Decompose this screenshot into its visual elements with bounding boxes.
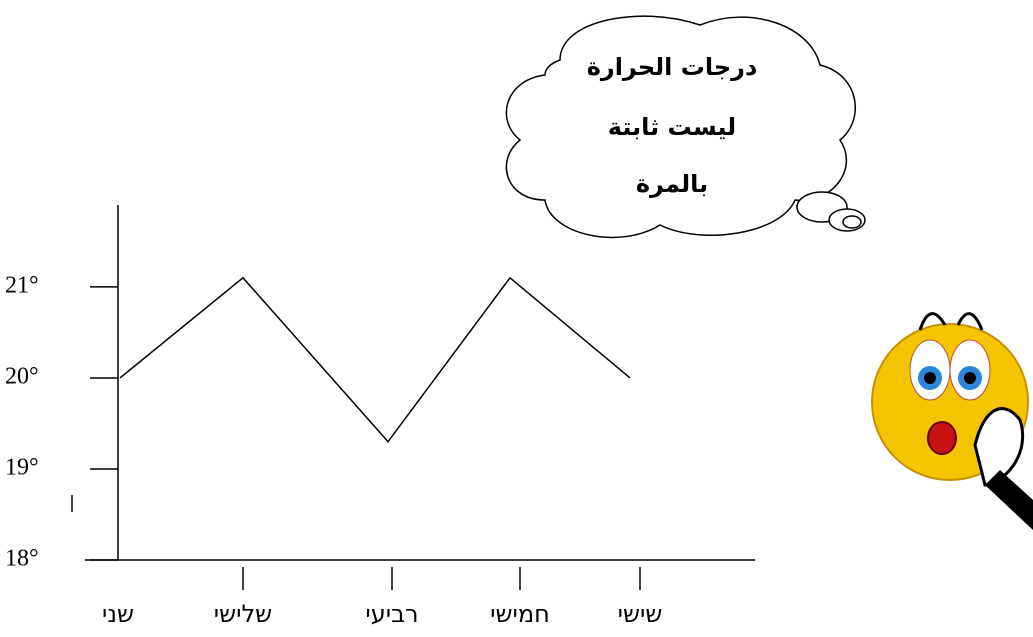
worried-smiley — [871, 312, 1033, 530]
x-tick-label: שישי — [618, 600, 663, 628]
y-tick-label: 21° — [5, 272, 39, 298]
x-tick-label: רביעי — [365, 600, 418, 628]
x-tick-label: שלישי — [214, 600, 272, 628]
thought-cloud — [505, 15, 866, 239]
x-tick-label: חמישי — [490, 600, 550, 628]
x-tick-label: שני — [102, 600, 134, 628]
data-line — [119, 276, 631, 443]
annotation-line: ليست ثابتة — [608, 113, 736, 141]
y-tick-label: 20° — [5, 363, 39, 389]
y-tick-label: 18° — [5, 546, 39, 572]
y-tick-label: 19° — [5, 454, 39, 480]
annotation-line: بالمرة — [636, 170, 708, 198]
annotation-line: درجات الحرارة — [587, 53, 758, 81]
